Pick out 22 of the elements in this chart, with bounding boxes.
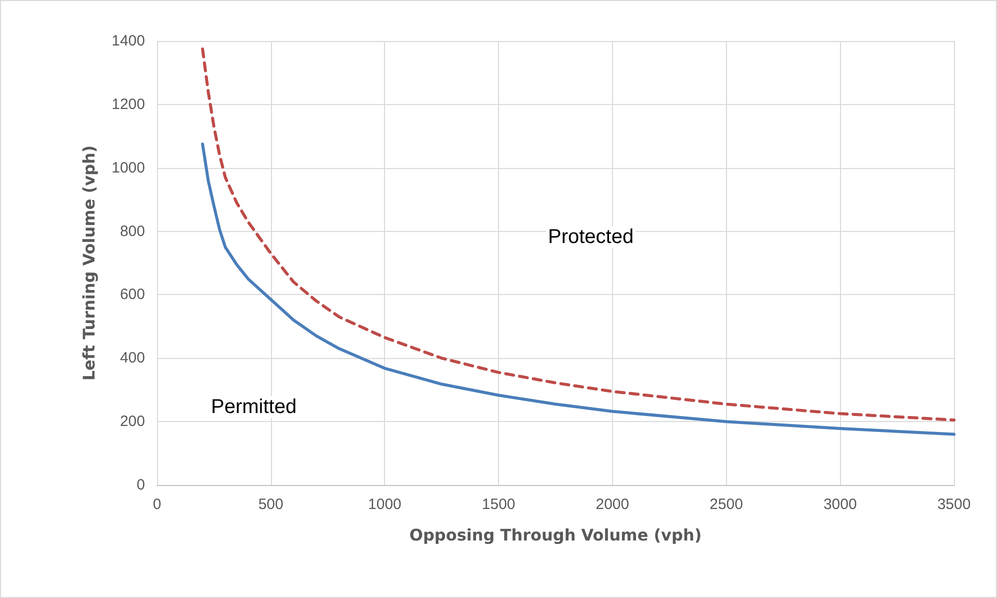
- x-tick-label: 3000: [823, 496, 857, 513]
- y-tick-label: 200: [120, 413, 145, 430]
- x-tick-label: 2000: [596, 496, 630, 513]
- y-tick-label: 800: [120, 222, 145, 240]
- line-series: [201, 142, 956, 436]
- x-tick-label: 0: [152, 496, 162, 513]
- y-tick-label: 400: [120, 350, 145, 367]
- y-tick-label: 1200: [112, 96, 145, 113]
- x-tick-label: 3500: [937, 496, 971, 513]
- x-tick-label: 2500: [710, 496, 743, 513]
- annotation: Protected: [548, 226, 634, 248]
- x-tick-label: 1000: [368, 496, 402, 513]
- y-tick-label: 1000: [112, 159, 145, 176]
- x-tick-label: 500: [258, 496, 284, 513]
- line-series: [201, 47, 956, 422]
- y-axis-title: Left Turning Volume (vph): [80, 145, 98, 381]
- x-tick-label: 1500: [482, 496, 516, 513]
- x-axis-title: Opposing Through Volume (vph): [409, 526, 702, 544]
- y-tick-label: 0: [136, 476, 145, 494]
- y-tick-label: 600: [120, 286, 145, 304]
- y-tick-label: 1400: [112, 32, 145, 50]
- annotation: Permitted: [211, 396, 297, 418]
